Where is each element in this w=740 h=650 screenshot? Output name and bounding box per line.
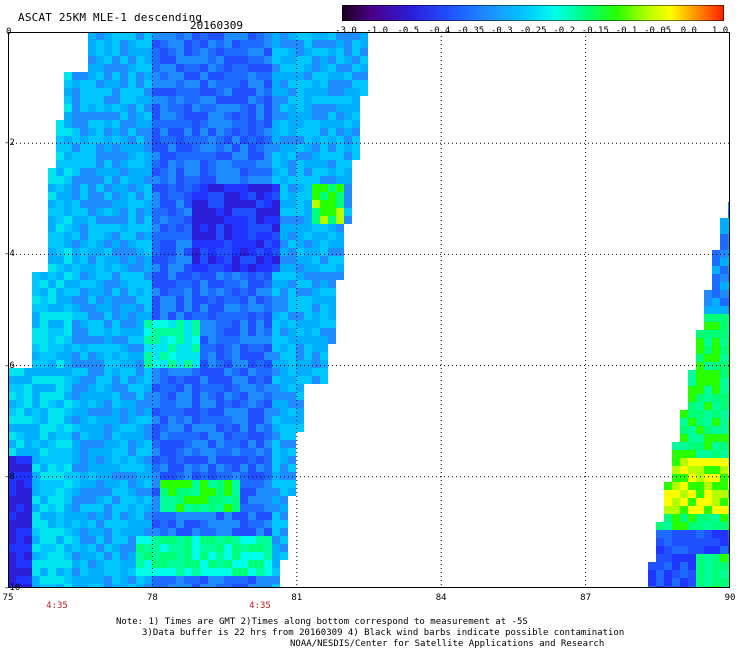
colorbar-tick-label: -1.0 bbox=[366, 26, 388, 36]
colorbar-tick-label: -0.3 bbox=[490, 26, 513, 36]
colorbar-tick-label: -0.25 bbox=[519, 26, 547, 36]
scatterometer-swaths bbox=[8, 32, 730, 588]
y-tick-label: -2 bbox=[4, 138, 15, 149]
colorbar-tick-label: -0.05 bbox=[644, 26, 672, 36]
wind-map bbox=[8, 32, 730, 588]
chart-date: 20160309 bbox=[190, 19, 243, 32]
y-tick-label: 0 bbox=[6, 27, 12, 37]
colorbar-tick-label: 1.0 bbox=[711, 26, 729, 36]
colorbar-tick-label: -0.35 bbox=[457, 26, 485, 36]
colorbar-tick-label: 0.0 bbox=[680, 26, 697, 36]
x-tick-label: 87 bbox=[580, 593, 592, 603]
x-tick-label: 84 bbox=[435, 593, 447, 603]
y-tick-label: -8 bbox=[4, 471, 15, 482]
footer-credit: NOAA/NESDIS/Center for Satellite Applica… bbox=[290, 639, 605, 649]
colorbar-tick-label: -0.15 bbox=[581, 26, 609, 36]
colorbar-tick-label: -0.5 bbox=[397, 26, 420, 36]
x-tick-label: 90 bbox=[724, 593, 736, 603]
y-tick-label: -10 bbox=[4, 583, 21, 593]
colorbar-tick-label: -0.1 bbox=[615, 26, 638, 36]
pass-time-label: 4:35 bbox=[249, 601, 271, 611]
pass-time-label: 4:35 bbox=[46, 601, 68, 611]
x-tick-label: 81 bbox=[291, 593, 303, 603]
colorbar-tick-label: -0.2 bbox=[553, 26, 575, 36]
colorbar-tick-label: -0.4 bbox=[428, 26, 451, 36]
lat-lon-grid bbox=[8, 32, 730, 588]
colorbar-tick-label: -3.0 bbox=[335, 26, 357, 36]
y-tick-label: -4 bbox=[4, 249, 15, 260]
colorbar bbox=[342, 5, 724, 21]
map-frame bbox=[8, 32, 730, 588]
y-tick-label: -6 bbox=[4, 360, 15, 371]
x-tick-label: 78 bbox=[146, 593, 158, 603]
footer-note-2: 3)Data buffer is 22 hrs from 20160309 4)… bbox=[142, 628, 625, 638]
x-tick-label: 75 bbox=[2, 593, 14, 603]
chart-title: ASCAT 25KM MLE-1 descending bbox=[18, 11, 203, 24]
footer-note-1: Note: 1) Times are GMT 2)Times along bot… bbox=[116, 617, 528, 627]
